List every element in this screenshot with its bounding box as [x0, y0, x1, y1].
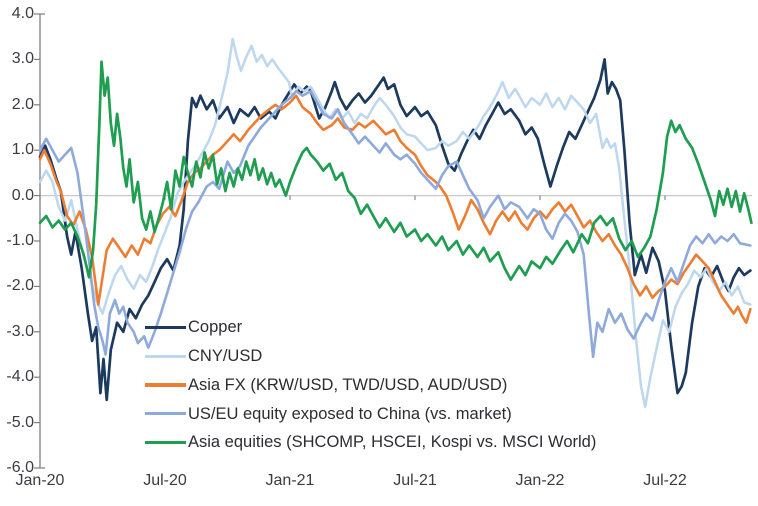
- legend-label: US/EU equity exposed to China (vs. marke…: [188, 404, 512, 423]
- y-axis-label: 4.0: [11, 5, 34, 22]
- x-axis-label: Jan-20: [15, 472, 65, 489]
- legend-swatch-cny-usd: [145, 354, 186, 358]
- series-line-asia-equities: [38, 60, 753, 281]
- legend-item-asia-fx: Asia FX (KRW/USD, TWD/USD, AUD/USD): [145, 371, 596, 400]
- legend-item-us-eu-equity: US/EU equity exposed to China (vs. marke…: [145, 399, 596, 428]
- legend-item-copper: Copper: [145, 313, 596, 342]
- x-axis-label: Jan-22: [515, 472, 565, 489]
- y-axis-label: 3.0: [11, 50, 34, 68]
- y-axis-label: 0.0: [11, 186, 34, 204]
- legend-swatch-asia-equities: [145, 440, 186, 445]
- y-axis-label: 2.0: [11, 95, 34, 113]
- legend-swatch-us-eu-equity: [145, 412, 186, 416]
- legend-swatch-asia-fx: [145, 383, 186, 387]
- y-axis-label: 1.0: [11, 141, 34, 159]
- legend-label: Asia equities (SHCOMP, HSCEI, Kospi vs. …: [188, 433, 597, 452]
- series-line-cny-usd: [38, 37, 752, 408]
- series-line-asia-fx: [38, 94, 752, 325]
- x-axis-label: Jan-21: [265, 472, 315, 489]
- legend-swatch-copper: [145, 325, 186, 329]
- y-axis-label: -4.0: [6, 368, 34, 386]
- chart-legend: Copper CNY/USD Asia FX (KRW/USD, TWD/USD, …: [145, 313, 596, 457]
- x-axis-label: Jul-20: [143, 472, 187, 489]
- legend-label: Asia FX (KRW/USD, TWD/USD, AUD/USD): [188, 375, 508, 394]
- series-line-us-eu-equity: [38, 89, 752, 359]
- x-axis-label: Jul-22: [643, 472, 687, 489]
- x-axis-label: Jul-21: [393, 472, 437, 489]
- legend-label: Copper: [188, 318, 243, 337]
- legend-item-asia-equities: Asia equities (SHCOMP, HSCEI, Kospi vs. …: [145, 428, 596, 457]
- legend-label: CNY/USD: [188, 346, 263, 365]
- y-axis-label: -5.0: [6, 413, 34, 431]
- legend-item-cny-usd: CNY/USD: [145, 342, 596, 371]
- y-axis-label: -6.0: [6, 459, 34, 476]
- y-axis-label: -3.0: [6, 322, 34, 340]
- y-axis-label: -2.0: [6, 277, 34, 295]
- y-axis-label: -1.0: [6, 232, 34, 249]
